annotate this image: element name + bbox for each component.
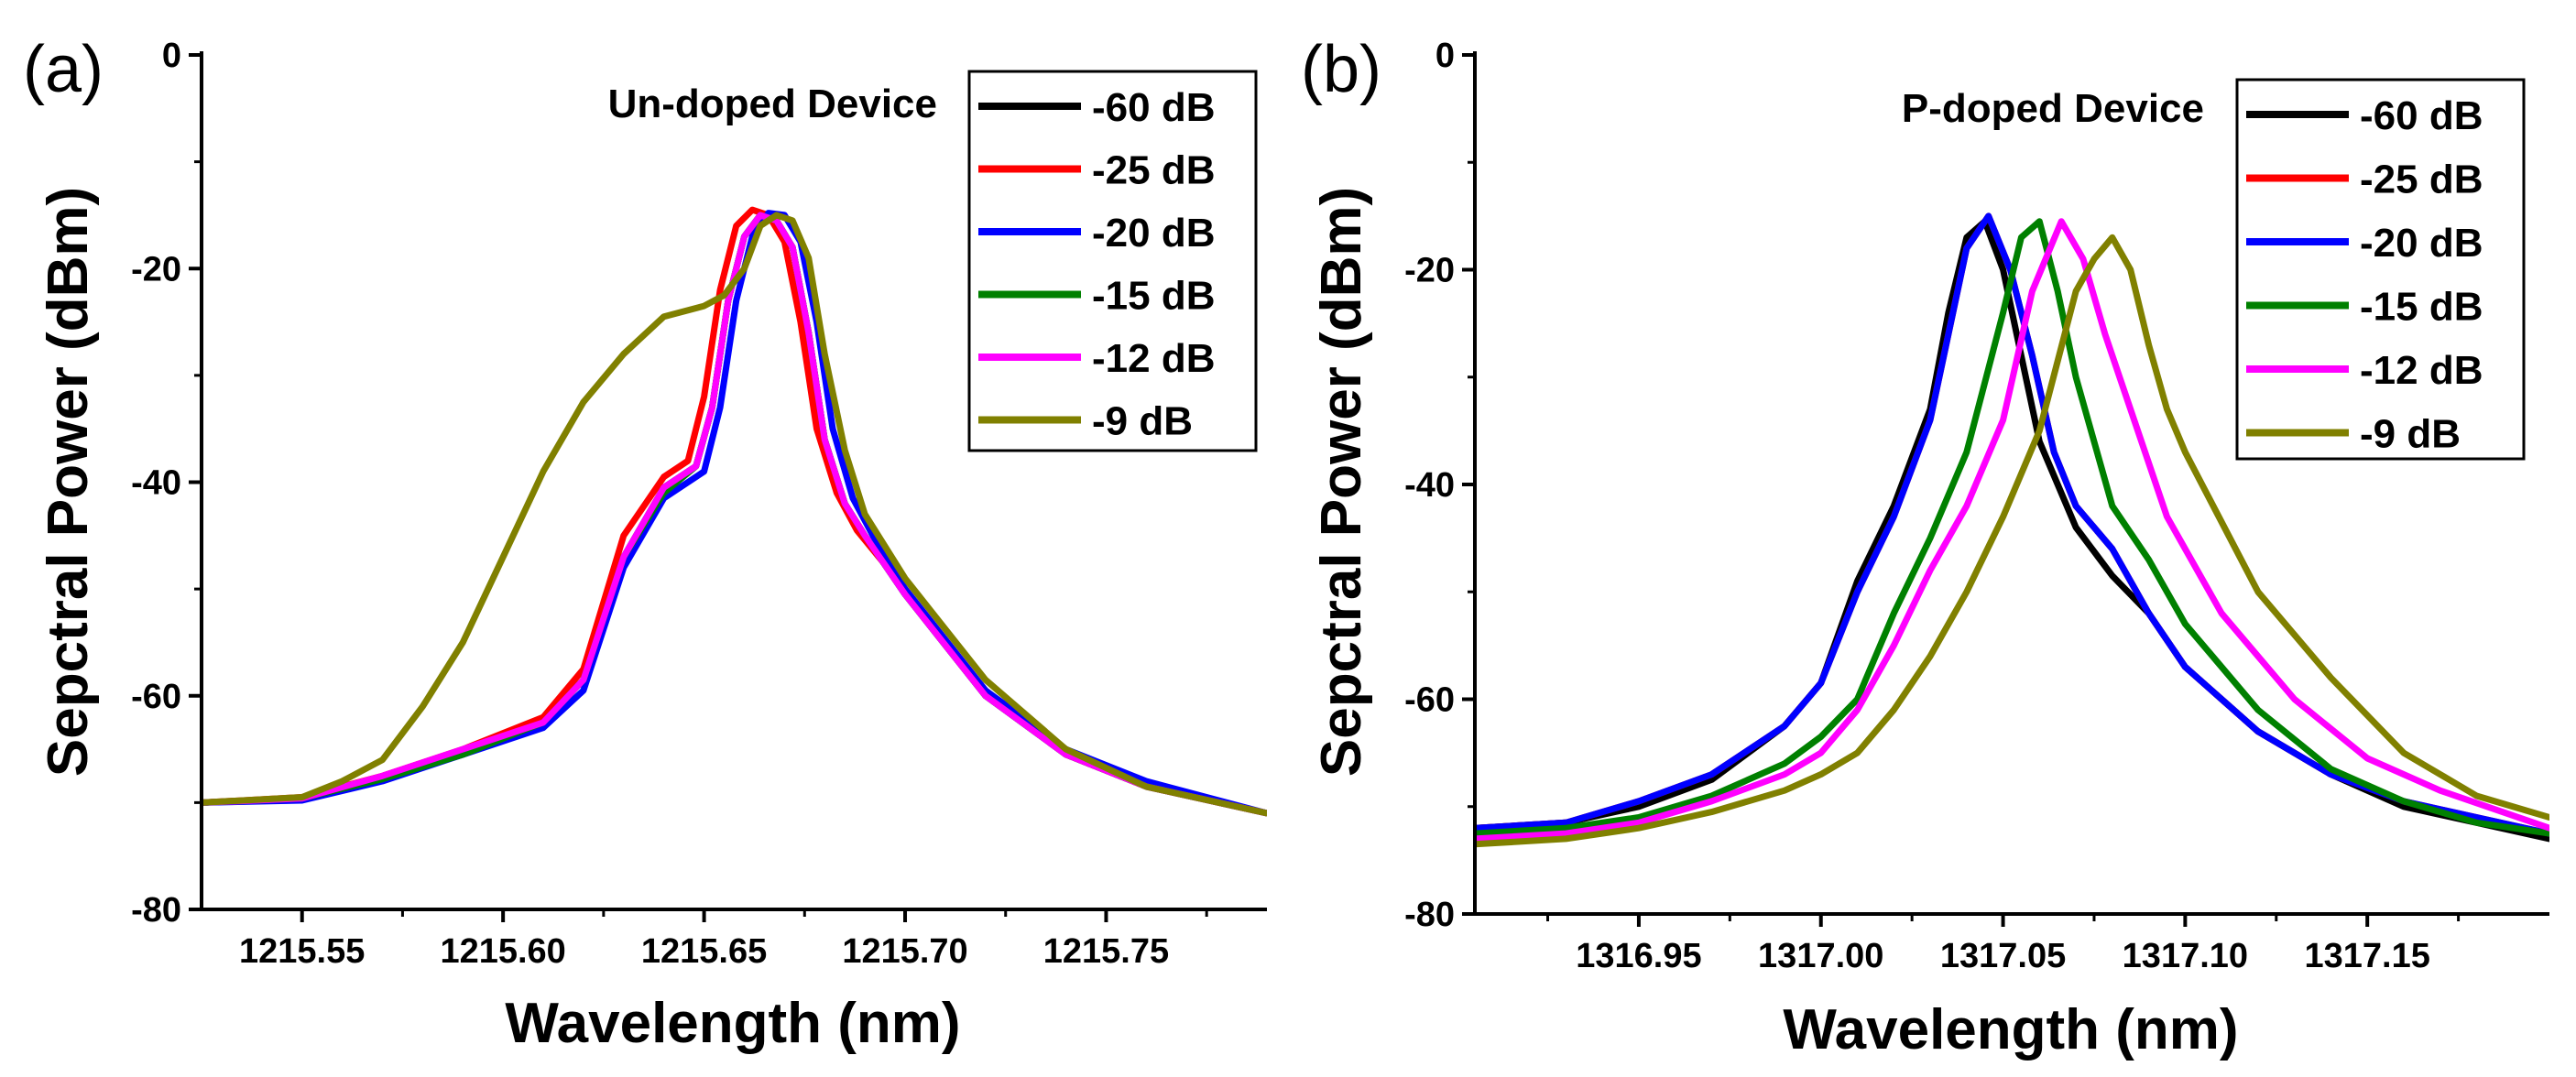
legend-label: -15 dB	[1092, 274, 1215, 319]
series-line-minus12dB	[202, 212, 1267, 817]
panel-b: 0 -20 -40 -60 -80 1316.95 1317.00 1317.05 1317.1…	[1301, 33, 2549, 1061]
y-tick-label: 0	[1435, 37, 1455, 75]
legend-label: -15 dB	[2360, 285, 2483, 330]
y-tick-label: -40	[131, 464, 181, 503]
series-group	[1475, 212, 2549, 848]
y-tick-label: -40	[1404, 466, 1455, 505]
device-label: P-doped Device	[1902, 86, 2204, 131]
x-tick-label: 1215.55	[239, 932, 365, 971]
x-tick-label: 1317.15	[2304, 937, 2429, 975]
series-line-minus9dB	[202, 212, 1267, 817]
legend-label: -60 dB	[2360, 93, 2483, 138]
x-tick-label: 1215.75	[1043, 932, 1169, 971]
legend-label: -20 dB	[2360, 221, 2483, 266]
x-axis-title: Wavelength (nm)	[1783, 998, 2238, 1061]
legend-label: -9 dB	[1092, 399, 1193, 444]
x-tick-label: 1317.10	[2123, 937, 2248, 975]
legend-label: -20 dB	[1092, 211, 1215, 256]
y-axis-title: Sepctral Power (dBm)	[1310, 187, 1373, 777]
y-tick-label: -80	[1404, 896, 1455, 934]
series-line-minus15dB	[1475, 218, 2549, 837]
y-tick-label: -80	[131, 891, 181, 930]
x-tick-label: 1215.70	[842, 932, 967, 971]
device-label: Un-doped Device	[608, 82, 937, 126]
x-tick-label: 1215.60	[440, 932, 565, 971]
y-tick-label: -20	[1404, 252, 1455, 290]
series-group	[202, 206, 1267, 817]
x-tick-label: 1317.00	[1758, 937, 1883, 975]
x-tick-label: 1316.95	[1576, 937, 1701, 975]
x-tick-label: 1317.05	[1940, 937, 2066, 975]
y-tick-label: -60	[131, 678, 181, 716]
series-line-minus9dB	[1475, 234, 2549, 848]
panel-label: (a)	[23, 33, 104, 106]
legend: -60 dB -25 dB -20 dB -15 dB -12 dB -9 dB	[2235, 78, 2526, 461]
legend-box	[967, 70, 1258, 452]
legend-label: -12 dB	[2360, 348, 2483, 393]
series-line-minus20dB	[1475, 212, 2549, 837]
panel-label: (b)	[1301, 33, 1381, 106]
legend-label: -60 dB	[1092, 85, 1215, 130]
legend-label: -12 dB	[1092, 336, 1215, 381]
panel-a: 0 -20 -40 -60 -80 1215.55 1215.60 1215.65 1215.7…	[23, 33, 1267, 1055]
series-line-minus12dB	[1475, 218, 2549, 843]
y-tick-label: -60	[1404, 681, 1455, 720]
legend-box	[2235, 78, 2526, 461]
y-axis-title: Sepctral Power (dBm)	[37, 187, 100, 777]
legend-label: -25 dB	[1092, 148, 1215, 193]
x-tick-label: 1215.65	[641, 932, 767, 971]
y-tick-label: -20	[131, 250, 181, 288]
y-tick-label: 0	[162, 37, 181, 75]
legend: -60 dB -25 dB -20 dB -15 dB -12 dB -9 dB	[967, 70, 1258, 452]
x-axis-title: Wavelength (nm)	[505, 992, 960, 1055]
legend-label: -25 dB	[2360, 158, 2483, 202]
legend-label: -9 dB	[2360, 412, 2461, 457]
